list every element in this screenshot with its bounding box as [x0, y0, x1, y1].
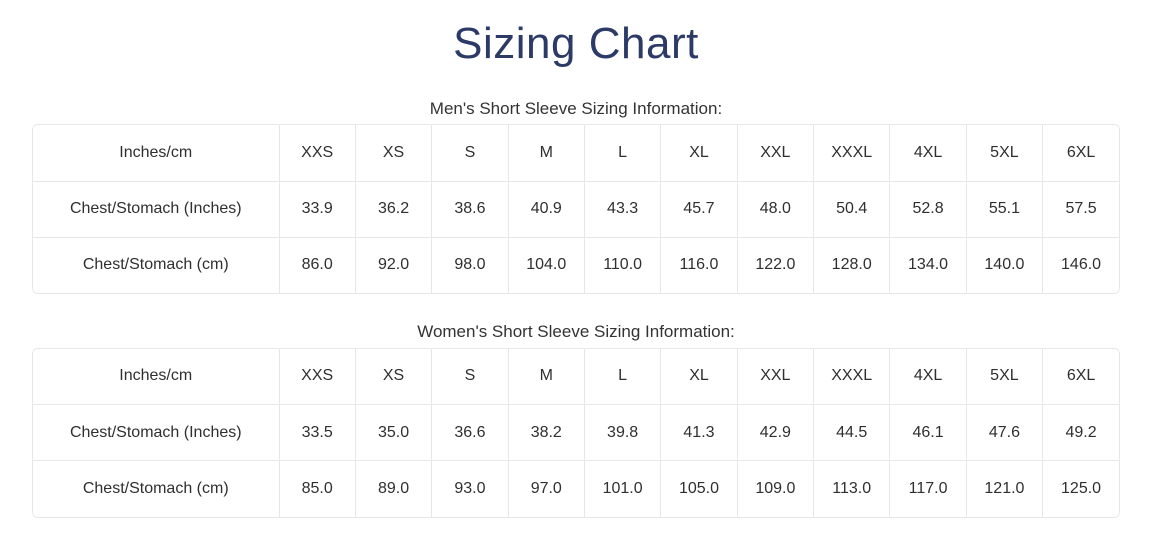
measurement-value-cell: 36.2 — [355, 181, 433, 238]
measurement-value-cell: 146.0 — [1042, 237, 1119, 294]
measurement-value-cell: 121.0 — [966, 460, 1044, 517]
size-header-cell: XXL — [737, 348, 815, 406]
measurement-row: Chest/Stomach (cm) 85.0 89.0 93.0 97.0 101.0 1… — [33, 460, 1119, 517]
unit-header-cell: Inches/cm — [33, 125, 280, 182]
measurement-value-cell: 128.0 — [813, 237, 891, 294]
measurement-value-cell: 122.0 — [737, 237, 815, 294]
size-header-cell: XXS — [279, 125, 356, 182]
row-label-cell: Chest/Stomach (Inches) — [33, 404, 280, 462]
measurement-value-cell: 109.0 — [737, 460, 815, 517]
measurement-value-cell: 98.0 — [431, 237, 509, 294]
size-header-cell: XXXL — [813, 348, 891, 406]
measurement-value-cell: 101.0 — [584, 460, 662, 517]
size-header-cell: XL — [660, 348, 738, 406]
size-header-cell: 4XL — [889, 348, 967, 406]
measurement-value-cell: 39.8 — [584, 404, 662, 462]
mens-sizing-table: Inches/cm XXS XS S M L XL XXL XXXL 4XL 5XL 6XL Ches… — [33, 125, 1119, 294]
size-header-cell: S — [431, 348, 509, 406]
measurement-row: Chest/Stomach (Inches) 33.5 35.0 36.6 38.2 39… — [33, 404, 1119, 462]
mens-table-body: Chest/Stomach (Inches) 33.9 36.2 38.6 40.9 43… — [33, 181, 1119, 294]
unit-header-cell: Inches/cm — [33, 348, 280, 406]
row-label-cell: Chest/Stomach (Inches) — [33, 181, 280, 238]
womens-sizing-section: Women's Short Sleeve Sizing Information:… — [0, 322, 1152, 518]
measurement-value-cell: 41.3 — [660, 404, 738, 462]
measurement-value-cell: 36.6 — [431, 404, 509, 462]
measurement-value-cell: 35.0 — [355, 404, 433, 462]
size-header-cell: L — [584, 125, 662, 182]
size-header-cell: XXXL — [813, 125, 891, 182]
measurement-value-cell: 89.0 — [355, 460, 433, 517]
size-header-cell: L — [584, 348, 662, 406]
measurement-value-cell: 92.0 — [355, 237, 433, 294]
measurement-value-cell: 86.0 — [279, 237, 356, 294]
size-header-cell: 5XL — [966, 348, 1044, 406]
measurement-value-cell: 38.2 — [508, 404, 585, 462]
measurement-value-cell: 40.9 — [508, 181, 585, 238]
measurement-value-cell: 134.0 — [889, 237, 967, 294]
mens-table-header: Inches/cm XXS XS S M L XL XXL XXXL 4XL 5XL 6XL — [33, 125, 1119, 182]
mens-table-container: Inches/cm XXS XS S M L XL XXL XXXL 4XL 5XL 6XL Ches… — [32, 124, 1120, 295]
row-label-cell: Chest/Stomach (cm) — [33, 237, 280, 294]
measurement-value-cell: 49.2 — [1042, 404, 1119, 462]
size-header-row: Inches/cm XXS XS S M L XL XXL XXXL 4XL 5XL 6XL — [33, 125, 1119, 182]
measurement-value-cell: 44.5 — [813, 404, 891, 462]
measurement-row: Chest/Stomach (Inches) 33.9 36.2 38.6 40.9 43… — [33, 181, 1119, 238]
measurement-value-cell: 55.1 — [966, 181, 1044, 238]
page-title: Sizing Chart — [453, 19, 699, 68]
size-header-cell: M — [508, 348, 585, 406]
womens-sizing-table: Inches/cm XXS XS S M L XL XXL XXXL 4XL 5XL 6XL Ches… — [33, 348, 1119, 517]
size-header-cell: S — [431, 125, 509, 182]
measurement-value-cell: 52.8 — [889, 181, 967, 238]
womens-table-body: Chest/Stomach (Inches) 33.5 35.0 36.6 38.2 39… — [33, 404, 1119, 517]
size-header-cell: 6XL — [1042, 348, 1119, 406]
measurement-value-cell: 93.0 — [431, 460, 509, 517]
womens-table-header: Inches/cm XXS XS S M L XL XXL XXXL 4XL 5XL 6XL — [33, 348, 1119, 406]
measurement-value-cell: 97.0 — [508, 460, 585, 517]
measurement-value-cell: 38.6 — [431, 181, 509, 238]
measurement-value-cell: 45.7 — [660, 181, 738, 238]
size-header-cell: XXL — [737, 125, 815, 182]
measurement-value-cell: 104.0 — [508, 237, 585, 294]
measurement-value-cell: 57.5 — [1042, 181, 1119, 238]
measurement-value-cell: 113.0 — [813, 460, 891, 517]
row-label-cell: Chest/Stomach (cm) — [33, 460, 280, 517]
measurement-value-cell: 140.0 — [966, 237, 1044, 294]
size-header-cell: XXS — [279, 348, 356, 406]
measurement-value-cell: 117.0 — [889, 460, 967, 517]
measurement-value-cell: 110.0 — [584, 237, 662, 294]
womens-table-container: Inches/cm XXS XS S M L XL XXL XXXL 4XL 5XL 6XL Ches… — [32, 347, 1120, 518]
measurement-value-cell: 47.6 — [966, 404, 1044, 462]
size-header-cell: 4XL — [889, 125, 967, 182]
measurement-value-cell: 33.5 — [279, 404, 356, 462]
measurement-value-cell: 43.3 — [584, 181, 662, 238]
size-header-cell: XS — [355, 348, 433, 406]
measurement-value-cell: 85.0 — [279, 460, 356, 517]
size-header-cell: XS — [355, 125, 433, 182]
mens-table-caption: Men's Short Sleeve Sizing Information: — [429, 98, 723, 118]
womens-table-caption: Women's Short Sleeve Sizing Information: — [417, 322, 735, 342]
measurement-value-cell: 46.1 — [889, 404, 967, 462]
size-header-cell: 6XL — [1042, 125, 1119, 182]
size-header-cell: 5XL — [966, 125, 1044, 182]
measurement-value-cell: 125.0 — [1042, 460, 1119, 517]
measurement-value-cell: 105.0 — [660, 460, 738, 517]
size-header-cell: XL — [660, 125, 738, 182]
mens-sizing-section: Men's Short Sleeve Sizing Information: I… — [0, 98, 1152, 295]
measurement-value-cell: 50.4 — [813, 181, 891, 238]
measurement-value-cell: 33.9 — [279, 181, 356, 238]
sizing-chart-page: Sizing Chart Men's Short Sleeve Sizing I… — [0, 18, 1152, 550]
size-header-cell: M — [508, 125, 585, 182]
measurement-value-cell: 42.9 — [737, 404, 815, 462]
size-header-row: Inches/cm XXS XS S M L XL XXL XXXL 4XL 5XL 6XL — [33, 348, 1119, 406]
measurement-value-cell: 48.0 — [737, 181, 815, 238]
measurement-row: Chest/Stomach (cm) 86.0 92.0 98.0 104.0 110.0… — [33, 237, 1119, 294]
measurement-value-cell: 116.0 — [660, 237, 738, 294]
